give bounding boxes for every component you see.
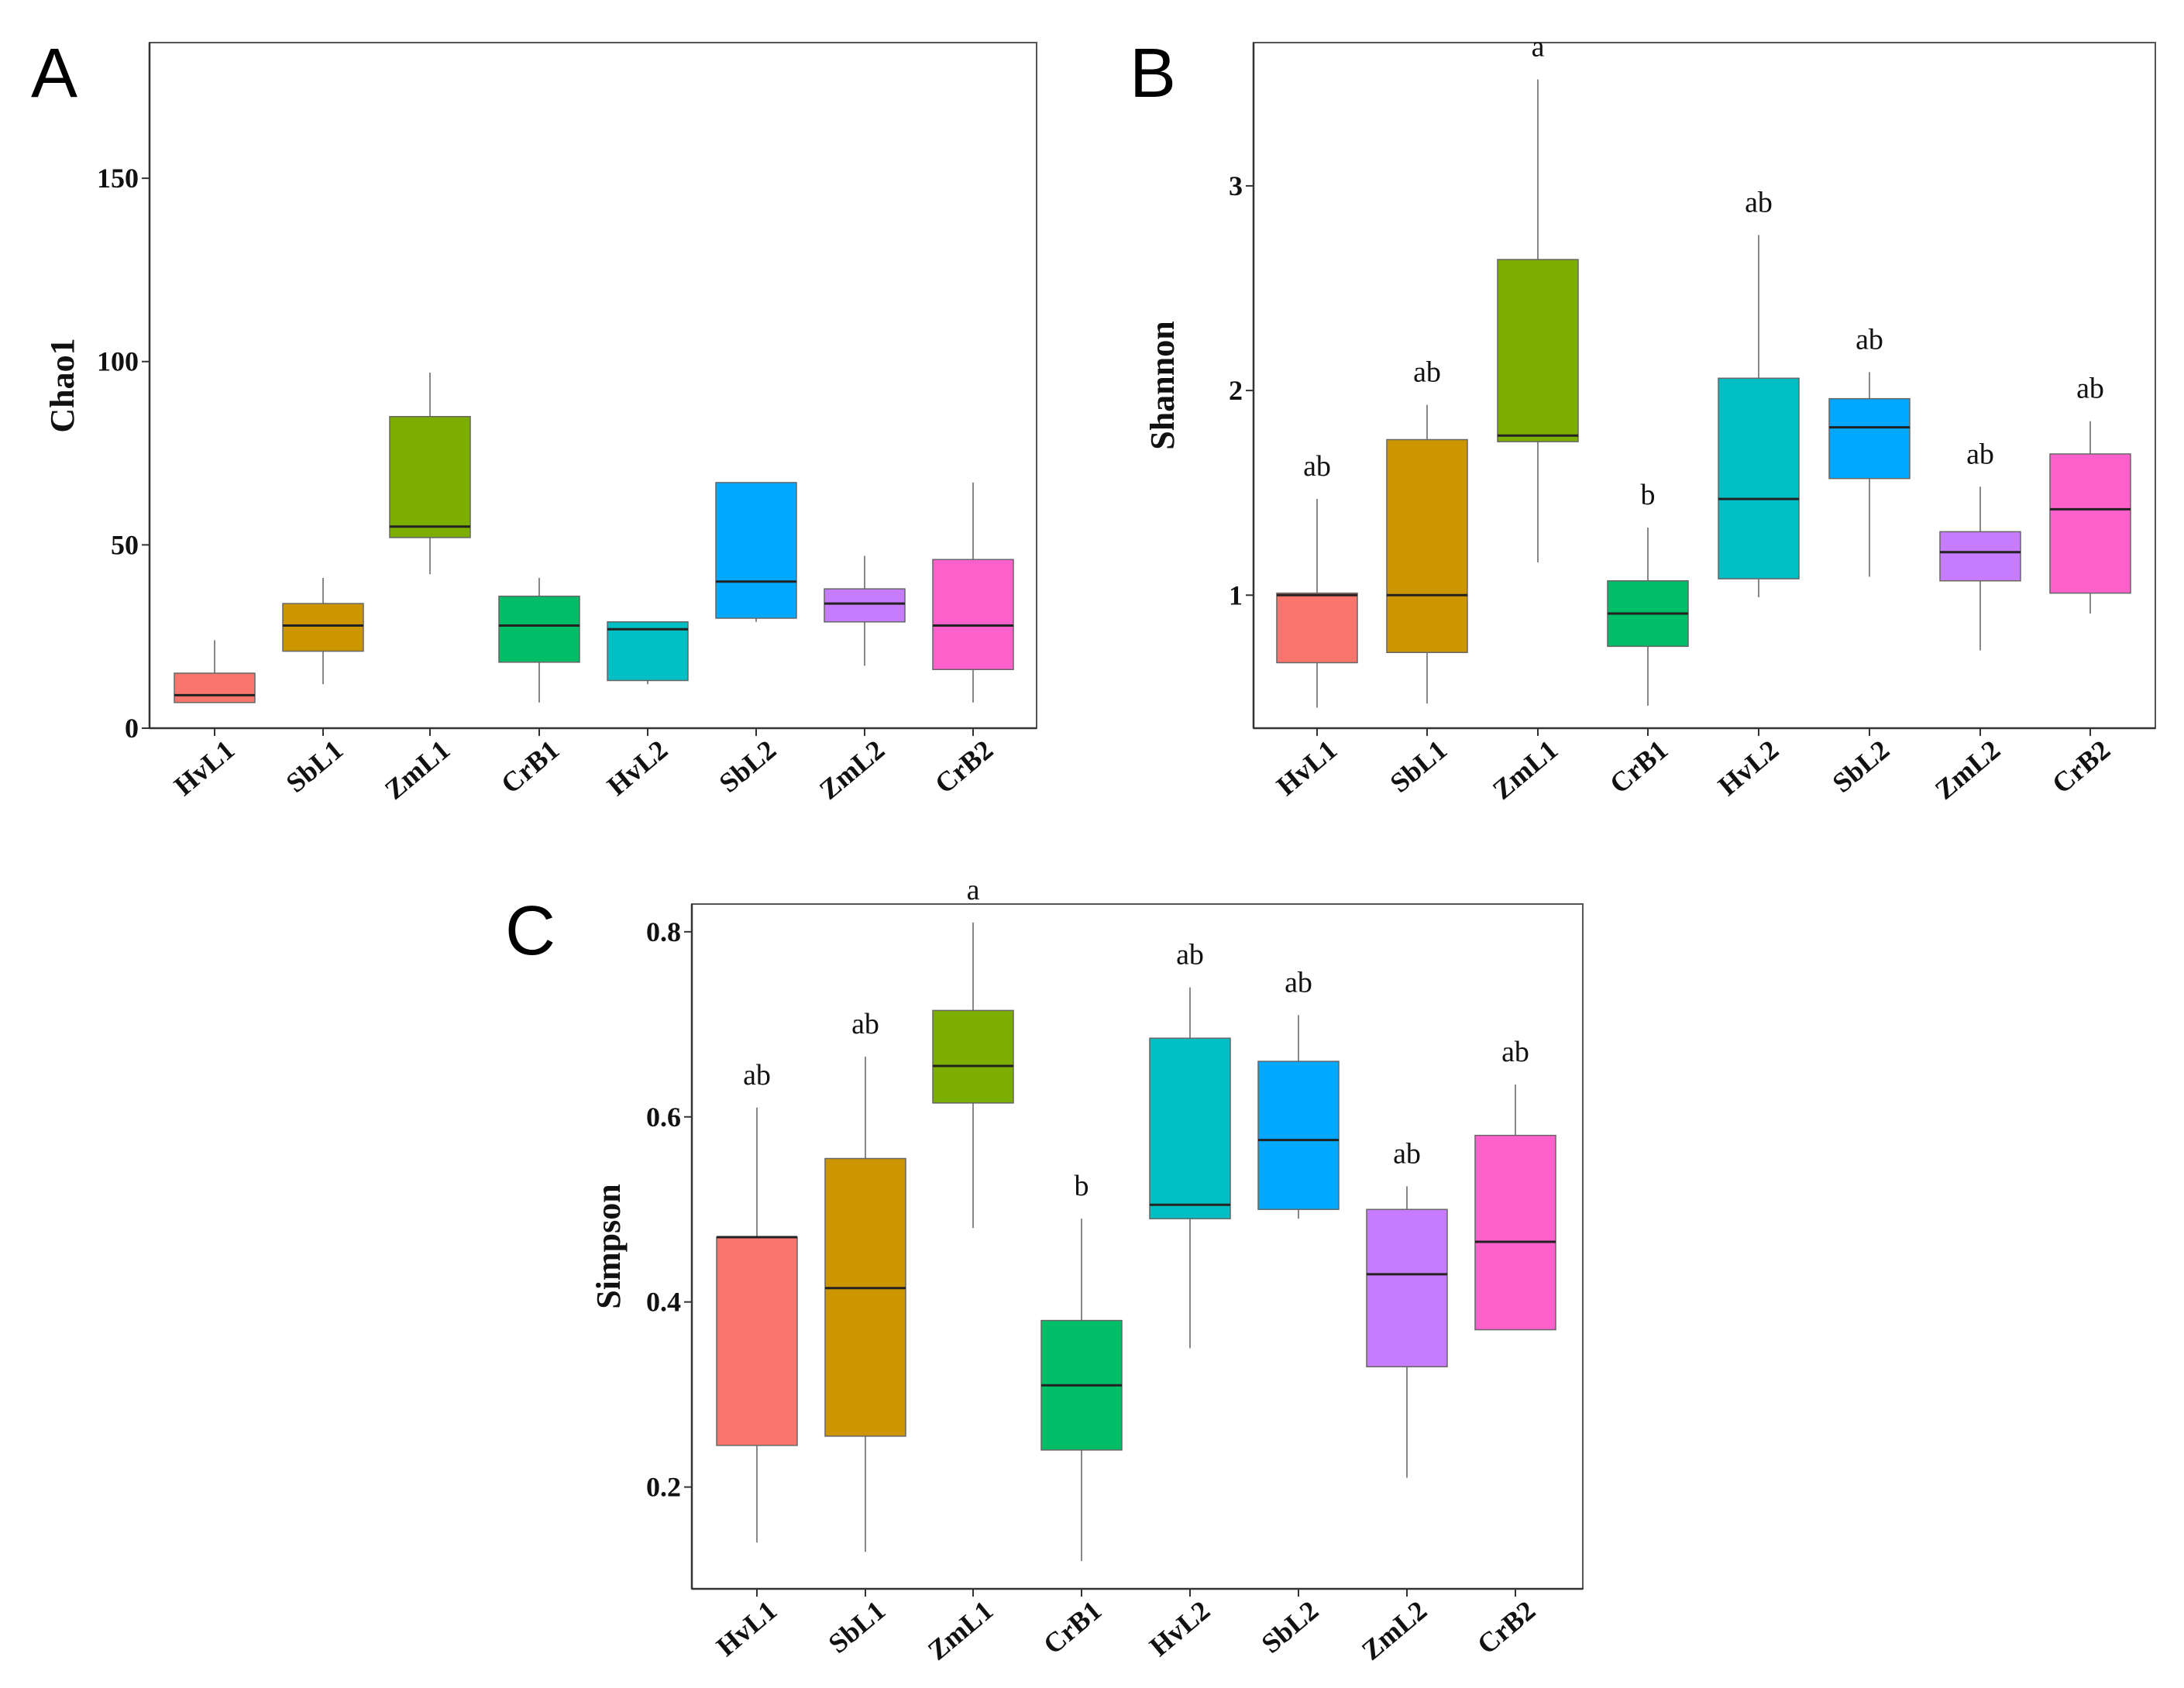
x-tick-label-HvL2: HvL2 bbox=[1712, 734, 1784, 801]
sig-label-SbL2: ab bbox=[1285, 966, 1312, 999]
box-SbL2 bbox=[715, 482, 797, 619]
panel-c-simpson: C 0.2 0.4 0.6 0.8 Simpson HvL1 ab SbL1 ab ZmL1 a CrB… bbox=[505, 874, 1584, 1666]
box-ZmL1 bbox=[389, 415, 471, 538]
x-tick-label-HvL2: HvL2 bbox=[601, 734, 673, 801]
panel-letter-a: A bbox=[31, 35, 77, 112]
y-tick-label-b: 2 bbox=[1229, 375, 1243, 406]
y-axis-title-b: Shannon bbox=[1144, 321, 1181, 449]
x-tick-label-HvL1: HvL1 bbox=[168, 734, 240, 801]
box-CrB2 bbox=[2049, 453, 2131, 594]
sig-label-SbL2: ab bbox=[1856, 323, 1883, 356]
x-tick-label-ZmL2: ZmL2 bbox=[1356, 1594, 1432, 1666]
x-tick-label-SbL2: SbL2 bbox=[714, 734, 782, 798]
box-ZmL2 bbox=[1939, 531, 2021, 582]
y-tick-label-a: 150 bbox=[97, 163, 139, 194]
x-tick-label-HvL2: HvL2 bbox=[1144, 1594, 1216, 1662]
x-tick-label-HvL1: HvL1 bbox=[1271, 734, 1343, 801]
box-HvL2 bbox=[1149, 1037, 1231, 1219]
panel-letter-b: B bbox=[1130, 35, 1176, 112]
x-tick-label-ZmL2: ZmL2 bbox=[813, 734, 890, 805]
box-ZmL2 bbox=[1366, 1208, 1448, 1368]
x-tick-label-ZmL1: ZmL1 bbox=[379, 734, 456, 805]
box-CrB2 bbox=[1474, 1134, 1556, 1331]
y-tick-label-b: 1 bbox=[1229, 579, 1243, 610]
box-HvL1 bbox=[1276, 592, 1358, 664]
sig-label-HvL2: ab bbox=[1176, 939, 1204, 971]
sig-label-ZmL2: ab bbox=[1966, 438, 1994, 470]
sig-label-CrB1: b bbox=[1075, 1170, 1089, 1202]
x-tick-label-CrB2: CrB2 bbox=[1471, 1594, 1541, 1660]
x-tick-label-CrB1: CrB1 bbox=[1604, 734, 1673, 799]
y-tick-label-a: 0 bbox=[125, 713, 139, 744]
y-axis-title-a: Chao1 bbox=[43, 338, 81, 432]
sig-label-ZmL1: a bbox=[1532, 31, 1545, 64]
sig-label-HvL1: ab bbox=[743, 1059, 771, 1092]
x-tick-label-ZmL1: ZmL1 bbox=[922, 1594, 999, 1666]
box-SbL2 bbox=[1257, 1061, 1340, 1210]
panel-a-chao1: A 0 50 100 150 Chao1 HvL1 SbL1 ZmL1 CrB1 HvL2 SbL2 Z… bbox=[31, 35, 1037, 806]
y-tick-label-c: 0.2 bbox=[646, 1472, 681, 1503]
box-SbL1 bbox=[282, 603, 364, 652]
y-tick-label-c: 0.8 bbox=[646, 916, 681, 947]
box-SbL1 bbox=[1386, 438, 1468, 654]
box-CrB2 bbox=[932, 559, 1014, 671]
y-tick-label-a: 100 bbox=[97, 346, 139, 377]
box-SbL1 bbox=[824, 1157, 906, 1437]
y-tick-label-c: 0.6 bbox=[646, 1102, 681, 1133]
x-tick-label-ZmL2: ZmL2 bbox=[1929, 734, 2006, 805]
box-SbL2 bbox=[1828, 397, 1911, 480]
x-tick-label-CrB1: CrB1 bbox=[495, 734, 565, 799]
x-tick-label-CrB2: CrB2 bbox=[929, 734, 999, 799]
sig-label-CrB2: ab bbox=[2076, 373, 2104, 405]
box-ZmL1 bbox=[932, 1009, 1014, 1104]
sig-label-CrB1: b bbox=[1641, 479, 1656, 511]
sig-label-ZmL1: a bbox=[967, 874, 980, 906]
x-tick-label-SbL1: SbL1 bbox=[823, 1594, 892, 1659]
panel-b-shannon: B 1 2 3 Shannon HvL1 ab SbL1 ab ZmL1 a CrB1 b HvL2 ab S… bbox=[1130, 31, 2156, 806]
box-HvL2 bbox=[1718, 377, 1800, 579]
sig-label-CrB2: ab bbox=[1501, 1036, 1529, 1068]
y-tick-label-a: 50 bbox=[111, 529, 139, 560]
sig-label-SbL1: ab bbox=[1413, 356, 1441, 389]
y-tick-label-b: 3 bbox=[1229, 170, 1243, 201]
x-tick-label-SbL2: SbL2 bbox=[1827, 734, 1896, 798]
box-ZmL2 bbox=[824, 588, 906, 623]
box-ZmL1 bbox=[1497, 259, 1579, 442]
panel-letter-c: C bbox=[505, 892, 555, 970]
x-tick-label-CrB2: CrB2 bbox=[2046, 734, 2116, 799]
y-tick-label-c: 0.4 bbox=[646, 1287, 681, 1318]
x-tick-label-SbL1: SbL1 bbox=[280, 734, 349, 798]
x-tick-label-CrB1: CrB1 bbox=[1037, 1594, 1107, 1660]
box-HvL1 bbox=[174, 672, 256, 703]
y-axis-title-c: Simpson bbox=[590, 1184, 628, 1308]
box-CrB1 bbox=[498, 595, 580, 663]
x-tick-label-ZmL1: ZmL1 bbox=[1487, 734, 1563, 805]
sig-label-ZmL2: ab bbox=[1393, 1137, 1421, 1170]
box-HvL1 bbox=[716, 1236, 798, 1446]
sig-label-HvL1: ab bbox=[1303, 450, 1331, 483]
sig-label-HvL2: ab bbox=[1745, 186, 1773, 218]
x-tick-label-SbL1: SbL1 bbox=[1384, 734, 1453, 798]
box-HvL2 bbox=[607, 621, 689, 682]
sig-label-SbL1: ab bbox=[851, 1008, 879, 1040]
x-tick-label-HvL1: HvL1 bbox=[710, 1594, 782, 1662]
x-tick-label-SbL2: SbL2 bbox=[1256, 1594, 1325, 1659]
